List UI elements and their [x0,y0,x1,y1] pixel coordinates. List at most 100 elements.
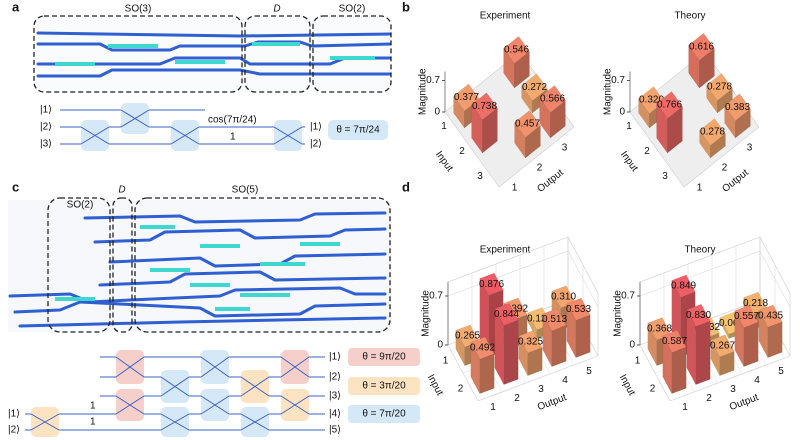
bar-top [671,274,696,298]
bar-top [518,330,543,354]
input-state: |2⟩ [8,425,20,436]
output-tick-label: 3 [730,384,736,395]
panel-label: a [12,0,20,14]
output-tick-label: 2 [514,393,520,404]
value-label: 0.320 [639,95,664,106]
panel-label: c [12,179,19,194]
bar-top [699,118,726,146]
chart-title: Theory [674,11,705,22]
value-label: 0.738 [472,101,497,112]
z-axis-label: Magnitude [603,68,614,115]
bar-top [688,32,715,61]
output-state: |1⟩ [310,122,322,133]
value-label: 0.062 [719,318,744,329]
value-label: 0.325 [518,336,543,347]
value-label: 0.127 [527,313,552,324]
circuit-diagram [60,103,305,151]
panel-label: d [402,179,410,194]
coupler [200,356,230,378]
z-tick-label: 0 [629,340,635,351]
coupler [280,356,310,378]
output-tick-label: 4 [754,375,760,386]
output-tick-label: 3 [538,384,544,395]
value-label: 0.218 [743,298,768,309]
value-label: 0.566 [540,94,565,105]
coupler [115,356,145,378]
value-label: 0.278 [700,127,725,138]
output-axis-label: Output [536,392,568,413]
value-label: 0.513 [542,314,567,325]
value-label: 0.435 [758,311,783,322]
chart-title: Experiment [480,11,531,22]
bar-side [743,321,759,367]
coupler [160,376,190,397]
value-label: 0.616 [689,41,714,52]
coupler [280,395,310,415]
z-tick-label: 0 [619,107,625,118]
value-label: 0.272 [522,82,547,93]
bar-top [566,297,591,321]
value-label: 0.492 [470,343,495,354]
region-label: D [118,185,125,196]
value-label: 0.278 [707,82,732,93]
bar-side [767,321,783,358]
output-state: |3⟩ [329,391,341,402]
region-label: D [273,4,280,15]
z-axis-label: Magnitude [418,68,429,115]
bar-top [521,73,548,102]
input-axis-label: Input [433,149,455,174]
output-tick-label: 1 [682,402,688,413]
weight-label: 1 [90,401,96,412]
coupler [170,126,200,145]
circuit-diagram [25,350,325,437]
coupler [120,109,150,128]
theta-box [348,348,420,366]
output-state: |5⟩ [329,425,341,436]
z-tick-label: 0.7 [621,291,635,302]
input-tick-label: 1 [441,121,447,132]
input-tick-label: 2 [644,146,650,157]
theta-label: θ = 7π/24 [336,125,380,136]
bar-top [542,308,567,331]
region-label: SO(2) [67,200,94,211]
output-tick-label: 3 [562,143,568,154]
bar-side [503,319,519,385]
bar-top [471,92,498,121]
input-tick-label: 1 [443,356,449,367]
value-label: 0.844 [494,309,519,320]
coupler [240,413,270,431]
output-tick-label: 2 [722,163,728,174]
value-label: 0.265 [455,331,480,342]
bar-side [575,314,591,358]
region-label: SO(3) [125,4,152,15]
z-tick-label: 0 [434,107,440,118]
coupler [30,413,60,431]
value-label: 0.830 [686,310,711,321]
coupler [200,395,230,415]
bar-side [671,346,687,394]
value-label: 0.546 [504,45,529,56]
weight-label: 1 [230,132,236,143]
output-tick-label: 2 [537,163,543,174]
output-tick-label: 3 [747,143,753,154]
theta-label: θ = 7π/20 [362,409,406,420]
value-label: 0.849 [671,281,696,292]
output-tick-label: 4 [562,375,568,386]
bar-top [479,272,504,296]
bar-top [724,93,751,122]
value-label: 0.377 [454,92,479,103]
bar-top [470,336,495,360]
bar-top [539,85,566,113]
output-tick-label: 2 [706,393,712,404]
value-label: 0.876 [479,279,504,290]
value-label: 0.587 [662,336,687,347]
bar-top [686,304,711,327]
input-tick-label: 1 [635,356,641,367]
output-tick-label: 5 [586,366,592,377]
output-tick-label: 1 [697,183,703,194]
value-label: 0.766 [657,100,682,111]
z-axis-label: Magnitude [421,290,432,337]
value-label: 0.533 [566,304,591,315]
input-tick-label: 3 [662,171,668,182]
